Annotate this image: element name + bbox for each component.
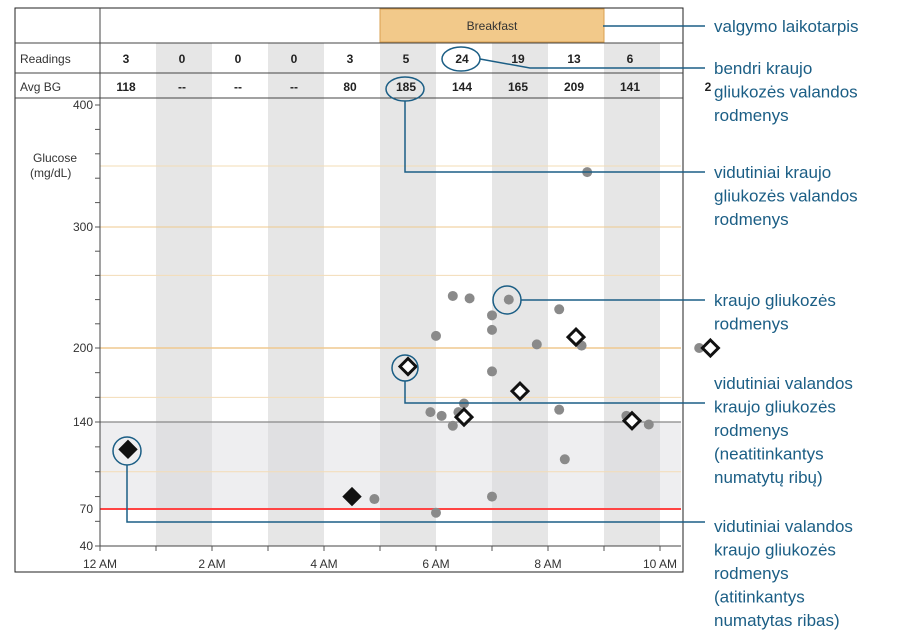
- y-axis-label-line2: (mg/dL): [30, 166, 71, 180]
- reading-dot: [531, 339, 542, 350]
- y-tick-label: 70: [80, 502, 94, 516]
- avg-bg-value: --: [178, 80, 186, 94]
- y-tick-label: 140: [73, 415, 93, 429]
- hour-column-shade: [604, 43, 660, 546]
- annotation-out-line: numatytų ribų): [714, 468, 823, 487]
- readings-value: 3: [347, 52, 354, 66]
- x-tick-label: 4 AM: [310, 557, 337, 571]
- reading-dot: [694, 343, 705, 353]
- annotation-in-line: kraujo gliukozės: [714, 541, 836, 560]
- meal-band: [379, 8, 605, 43]
- avg-bg-value: 165: [508, 80, 528, 94]
- annotation-meal-line: valgymo laikotarpis: [714, 17, 859, 36]
- readings-value: 13: [567, 52, 581, 66]
- hourly-avg-in-range: [342, 486, 362, 507]
- y-tick-label: 40: [80, 539, 94, 553]
- hour-column-shade: [268, 43, 324, 546]
- annotation-bg-line: kraujo gliukozės: [714, 291, 836, 310]
- avg-bg-value: 118: [116, 80, 136, 94]
- avg-bg-value: --: [234, 80, 242, 94]
- readings-value: 19: [511, 52, 525, 66]
- x-tick-label: 6 AM: [422, 557, 449, 571]
- out-of-range-leader: [404, 381, 705, 404]
- annotation-in-line: rodmenys: [714, 564, 789, 583]
- reading-dot: [554, 404, 565, 415]
- reading-dot: [369, 494, 380, 505]
- hourly-avg-out-of-range: [565, 326, 587, 348]
- reading-dot: [487, 324, 497, 335]
- readings-value: 0: [235, 52, 242, 66]
- y-tick-label: 200: [73, 341, 93, 355]
- avg-bg-value: 185: [396, 80, 416, 94]
- meal-band-label: Breakfast: [467, 19, 518, 33]
- annotation-bg-line: rodmenys: [714, 315, 789, 334]
- annotation-in-line: vidutiniai valandos: [714, 517, 853, 536]
- readings-value: 0: [179, 52, 186, 66]
- reading-dot: [487, 491, 497, 502]
- avg-bg-value: 80: [343, 80, 357, 94]
- readings-value: 5: [403, 52, 410, 66]
- readings-value: 6: [627, 52, 634, 66]
- reading-dot: [503, 294, 514, 305]
- annotation-readings-line: rodmenys: [714, 106, 789, 125]
- avg-bg-value: 209: [564, 80, 584, 94]
- annotation-out-line: rodmenys: [714, 421, 789, 440]
- annotation-readings-line: bendri kraujo: [714, 59, 812, 78]
- readings-value: 0: [291, 52, 298, 66]
- reading-dot: [431, 330, 441, 341]
- reading-dot: [447, 420, 458, 431]
- annotation-out-line: vidutiniai valandos: [714, 374, 853, 393]
- reading-dot: [554, 304, 565, 315]
- avg-bg-value: 144: [452, 80, 472, 94]
- hour-column-shade: [380, 43, 436, 546]
- annotation-in-line: numatytas ribas): [714, 611, 840, 630]
- annotation-out-line: kraujo gliukozės: [714, 398, 836, 417]
- y-tick-label: 300: [73, 220, 93, 234]
- in-range-leader: [126, 465, 705, 523]
- readings-value: 24: [455, 52, 469, 66]
- avg-bg-value: 141: [620, 80, 640, 94]
- annotation-in-line: (atitinkantys: [714, 588, 805, 607]
- annotation-avg-line: rodmenys: [714, 210, 789, 229]
- hourly-avg-out-of-range: [453, 406, 475, 428]
- target-range-band: [100, 422, 681, 509]
- readings-value: 3: [123, 52, 130, 66]
- avg-bg-value: --: [290, 80, 298, 94]
- hourly-avg-out-of-range: [397, 356, 419, 377]
- annotation-out-line: (neatitinkantys: [714, 445, 824, 464]
- x-tick-label: 2 AM: [198, 557, 225, 571]
- annotation-avg-line: vidutiniai kraujo: [714, 163, 831, 182]
- avg-bg-row-label: Avg BG: [20, 80, 61, 94]
- annotation-avg-line: gliukozės valandos: [714, 187, 858, 206]
- avg-leader: [404, 101, 705, 173]
- readings-row-label: Readings: [20, 52, 71, 66]
- reading-dot: [436, 410, 447, 421]
- readings-leader: [479, 58, 705, 69]
- hourly-avg-out-of-range: [509, 381, 531, 402]
- reading-dot: [487, 366, 497, 377]
- reading-dot: [425, 407, 436, 418]
- y-tick-label: 400: [73, 98, 93, 112]
- y-axis-label-line1: Glucose: [33, 151, 77, 165]
- avg-bg-value: 2: [705, 80, 712, 94]
- reading-dot: [559, 454, 570, 465]
- reading-dot: [487, 310, 497, 321]
- x-tick-label: 12 AM: [83, 557, 117, 571]
- reading-dot: [464, 293, 475, 304]
- x-tick-label: 10 AM: [643, 557, 677, 571]
- x-tick-label: 8 AM: [534, 557, 561, 571]
- reading-dot: [447, 290, 458, 301]
- reading-dot: [431, 507, 441, 518]
- annotation-readings-line: gliukozės valandos: [714, 83, 858, 102]
- hourly-avg-in-range: [118, 439, 138, 460]
- reading-dot: [643, 419, 654, 430]
- hour-column-shade: [156, 43, 212, 546]
- hourly-avg-out-of-range: [700, 337, 721, 359]
- hourly-avg-out-of-range: [621, 410, 643, 431]
